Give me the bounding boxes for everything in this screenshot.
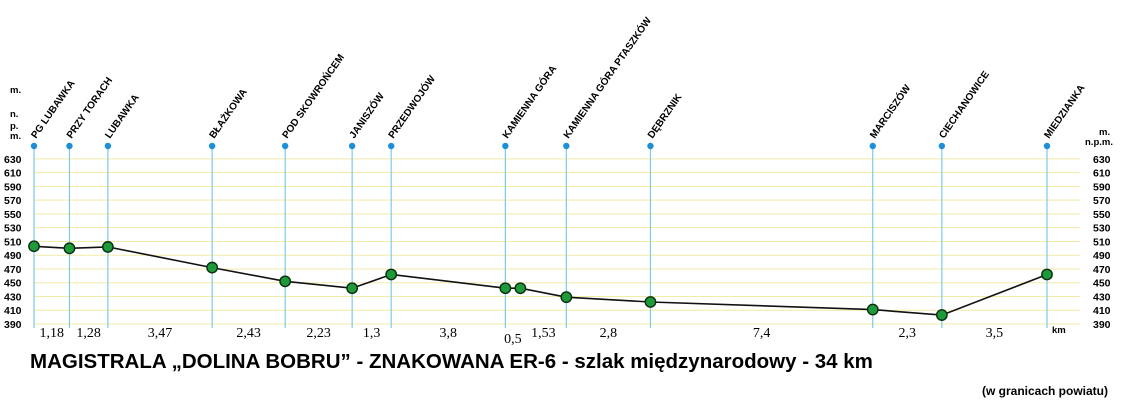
station-label: KAMIENNA GÓRA: [499, 63, 559, 141]
y-tick-label-right: 510: [1093, 236, 1111, 248]
station-label: KAMIENNA GÓRA PTASZKÓW: [560, 14, 654, 141]
y-axis-unit-left: p.: [10, 121, 18, 132]
y-tick-label-right: 430: [1093, 291, 1111, 303]
segment-distance-label: 0,5: [504, 332, 522, 347]
profile-point: [206, 261, 219, 274]
station-dot: [502, 142, 509, 150]
y-tick-label-right: 530: [1093, 223, 1111, 235]
y-tick-label-left: 610: [4, 168, 22, 180]
station-label: BŁAŻKOWA: [206, 86, 250, 141]
station-dot: [563, 142, 570, 150]
segment-distance-label: 1,3: [363, 326, 381, 341]
y-axis-unit-left: m.: [10, 85, 21, 96]
profile-point: [514, 282, 527, 295]
station-label: POD SKOWROŃCEM: [279, 51, 347, 140]
y-axis-unit-left: m.: [10, 131, 21, 142]
y-tick-label-right: 390: [1093, 319, 1111, 331]
y-axis-unit-right: n.p.m.: [1085, 137, 1113, 148]
station-dot: [30, 142, 38, 150]
y-tick-label-right: 490: [1093, 250, 1111, 262]
segment-distance-label: 3,47: [148, 326, 173, 341]
segment-distance-label: 2,3: [899, 326, 917, 341]
y-tick-label-left: 550: [4, 209, 22, 221]
y-tick-label-right: 610: [1093, 168, 1111, 180]
y-tick-label-left: 630: [4, 154, 22, 166]
segment-distance-label: 2,23: [306, 326, 331, 341]
segment-distance-label: 2,43: [236, 326, 261, 341]
x-axis-unit: km: [1052, 325, 1066, 336]
station-dot: [104, 142, 112, 150]
y-tick-label-right: 570: [1093, 195, 1111, 207]
segment-distance-label: 3,5: [986, 326, 1004, 341]
y-tick-label-right: 470: [1093, 264, 1111, 276]
y-tick-label-right: 410: [1093, 305, 1111, 317]
profile-point: [28, 240, 40, 253]
y-tick-label-left: 490: [4, 250, 22, 262]
y-tick-label-right: 450: [1093, 278, 1111, 290]
y-tick-label-left: 530: [4, 223, 22, 235]
station-dot: [869, 142, 876, 150]
station-label: LUBAWKA: [103, 93, 141, 141]
profile-point: [385, 268, 398, 281]
y-tick-label-right: 630: [1093, 154, 1111, 166]
station-label: MIEDZIANKA: [1042, 83, 1087, 141]
station-dot: [348, 142, 356, 150]
segment-distance-label: 1,53: [531, 326, 556, 341]
segment-distance-label: 7,4: [753, 326, 771, 341]
y-tick-label-right: 550: [1093, 209, 1111, 221]
y-axis-unit-left: n.: [10, 109, 18, 120]
y-tick-label-left: 450: [4, 278, 22, 290]
station-dot: [208, 142, 216, 150]
station-label: CIECHANOWICE: [937, 69, 992, 141]
station-label: PRZEDWOJÓW: [385, 72, 438, 140]
chart-title: MAGISTRALA „DOLINA BOBRU” - ZNAKOWANA ER…: [30, 350, 873, 373]
station-dot: [1043, 142, 1051, 150]
segment-distance-label: 2,8: [600, 326, 618, 341]
profile-point: [346, 282, 359, 295]
station-dot: [647, 142, 654, 150]
station-label: JANISZÓW: [346, 90, 387, 141]
profile-point: [63, 242, 76, 255]
profile-point: [935, 309, 948, 321]
segment-distance-label: 1,18: [39, 326, 64, 341]
y-tick-label-right: 590: [1093, 181, 1111, 193]
y-tick-label-left: 510: [4, 236, 22, 248]
profile-point: [866, 303, 879, 316]
station-dot: [66, 142, 73, 150]
y-axis-unit-right: m.: [1099, 127, 1110, 138]
segment-distance-label: 3,8: [440, 326, 458, 341]
station-dot: [281, 142, 289, 150]
profile-point: [644, 296, 657, 308]
profile-point: [499, 282, 512, 295]
y-tick-label-left: 390: [4, 319, 22, 331]
y-tick-label-left: 410: [4, 305, 22, 317]
station-dot: [387, 142, 395, 150]
y-tick-label-left: 590: [4, 181, 22, 193]
chart-subtitle: (w granicach powiatu): [981, 384, 1108, 398]
station-dot: [938, 142, 946, 150]
profile-point: [1041, 268, 1053, 281]
profile-point: [279, 275, 292, 288]
y-tick-label-left: 470: [4, 264, 22, 276]
y-tick-label-left: 570: [4, 195, 22, 207]
station-label: DĘBRZNIK: [646, 91, 685, 140]
profile-line: [33, 245, 1048, 316]
station-label: MARCISZÓW: [867, 81, 914, 140]
segment-distance-label: 1,28: [76, 326, 101, 341]
profile-point: [102, 241, 114, 253]
y-tick-label-left: 430: [4, 291, 22, 303]
profile-point: [560, 291, 573, 304]
